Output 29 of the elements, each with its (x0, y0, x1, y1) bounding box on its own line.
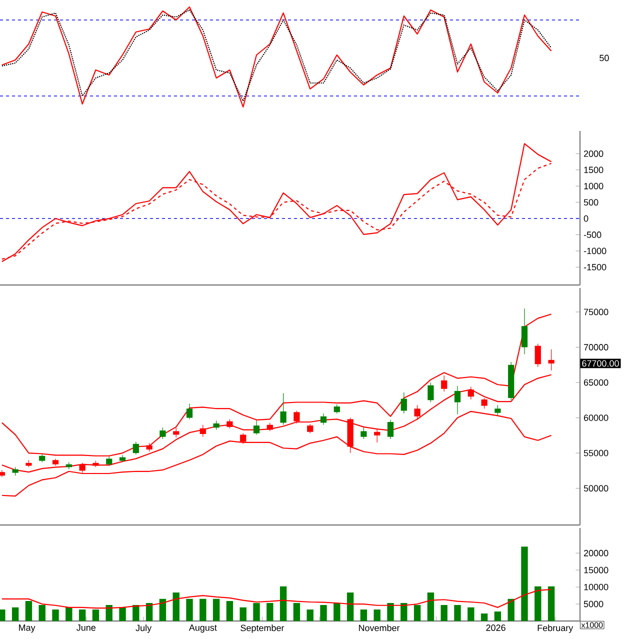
text: x1000 (581, 622, 603, 628)
x-tick-label: July (136, 624, 152, 633)
y-tick-label: -500 (584, 232, 602, 238)
y-tick-label: 60000 (584, 414, 608, 421)
y-tick-label: 5000 (584, 600, 604, 608)
y-tick-label: 50000 (584, 485, 608, 492)
x-tick-label: May (19, 624, 36, 633)
x-tick-label: June (76, 624, 96, 631)
x-tick-label: 2026 (486, 624, 506, 631)
y-tick-label: 2000 (584, 150, 604, 157)
y-tick-label: 70000 (584, 344, 608, 350)
y-tick-label: 75000 (584, 308, 608, 316)
y-tick-label: 55000 (584, 450, 608, 456)
text: 67700.00 (582, 360, 619, 367)
x-tick-label: September (240, 624, 284, 633)
y-tick-label: 0 (584, 215, 588, 222)
y-tick-label: -1500 (584, 264, 606, 270)
y-tick-label: 15000 (584, 566, 608, 574)
y-tick-label: 65000 (584, 379, 608, 386)
y-tick-label: 10000 (584, 584, 608, 590)
text: 50 (600, 54, 609, 62)
y-tick-label: 500 (584, 199, 598, 206)
x-tick-label: August (188, 624, 217, 633)
x-tick-label: February (538, 624, 574, 633)
y-tick-label: 1500 (584, 166, 604, 174)
y-tick-label: -1000 (584, 248, 606, 254)
x-tick-label: November (358, 624, 400, 632)
y-tick-label: 1000 (584, 182, 604, 190)
y-tick-label: 20000 (584, 550, 608, 556)
